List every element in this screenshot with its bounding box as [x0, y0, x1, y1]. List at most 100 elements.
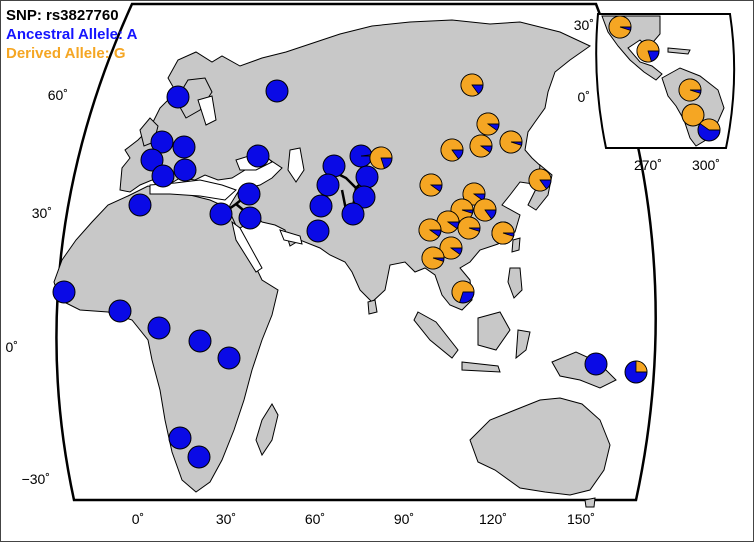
- pop-congo-east-pie-base: [188, 329, 212, 353]
- pop-mexico-pie: [608, 15, 632, 39]
- pop-congo-east-pie: [188, 329, 212, 353]
- pop-kenya-pie: [217, 346, 241, 370]
- pop-china-1-pie: [462, 182, 486, 206]
- pop-caucasus-pie-base: [246, 144, 270, 168]
- land-sulawesi: [515, 329, 531, 360]
- pop-britain-pie-base: [150, 130, 174, 154]
- land-sumatra: [413, 311, 459, 359]
- pop-morocco-pie-base: [128, 193, 152, 217]
- pop-central-america-pie: [636, 39, 660, 63]
- pop-cameroon-pie: [147, 316, 171, 340]
- land-madagascar: [255, 403, 279, 457]
- pop-west-europe-pie: [140, 148, 164, 172]
- pop-central-asia-2-pie: [349, 144, 373, 168]
- pop-pakistan-4-pie-base: [341, 202, 365, 226]
- pop-pakistan-1-pie: [316, 173, 340, 197]
- tick-x-120: 120˚: [479, 511, 507, 527]
- pop-britain-pie: [150, 130, 174, 154]
- land-new-guinea: [551, 351, 617, 389]
- pop-south-china-pie: [421, 246, 445, 270]
- pop-pakistan-2-pie-base: [309, 194, 333, 218]
- pop-levant-1-pie: [237, 182, 261, 206]
- pop-levant-3-pie: [209, 202, 233, 226]
- tick-x-0: 0˚: [132, 511, 144, 527]
- baltic-sea: [197, 95, 217, 126]
- pop-south-africa-pie-base: [187, 445, 211, 469]
- legend-derived: Derived Allele: G: [6, 45, 126, 62]
- tick-y-60: 60˚: [48, 87, 68, 103]
- pop-namibia-pie-base: [168, 426, 192, 450]
- inset-tick-y-0: 0˚: [578, 89, 590, 105]
- main-map: 0˚ 30˚ 60˚ 90˚ 120˚ 150˚ 60˚ 30˚ 0˚ −30˚: [6, 2, 657, 527]
- legend-ancestral: Ancestral Allele: A: [6, 26, 138, 43]
- red-sea: [231, 220, 263, 273]
- pop-west-europe-pie-base: [140, 148, 164, 172]
- tick-x-150: 150˚: [567, 511, 595, 527]
- pop-altai-pie: [369, 146, 393, 170]
- pop-south-africa-pie: [187, 445, 211, 469]
- land-philippines: [507, 267, 523, 299]
- pop-cameroon-pie-base: [147, 316, 171, 340]
- pop-china-7-pie: [418, 218, 442, 242]
- pop-mongolia-pie: [469, 134, 493, 158]
- caspian-sea: [287, 147, 305, 183]
- pop-caucasus-pie: [246, 144, 270, 168]
- pop-central-europe-1-pie: [172, 135, 196, 159]
- pop-north-china-pie: [419, 173, 443, 197]
- pop-pakistan-4-pie: [341, 202, 365, 226]
- pop-pakistan-2-pie: [309, 194, 333, 218]
- population-pies: [52, 15, 721, 469]
- pop-levant-1-pie-base: [237, 182, 261, 206]
- pop-cambodia-pie: [451, 280, 475, 304]
- land-java: [461, 361, 501, 373]
- pop-china-3-pie: [436, 210, 460, 234]
- pop-scandinavia-pie: [166, 85, 190, 109]
- legend-snp: SNP: rs3827760: [6, 7, 119, 24]
- pop-senegal-pie: [52, 280, 76, 304]
- x-ticks: 0˚ 30˚ 60˚ 90˚ 120˚ 150˚: [132, 511, 595, 527]
- pop-senegal-pie-base: [52, 280, 76, 304]
- pop-manchuria-pie: [499, 130, 523, 154]
- pop-kenya-pie-base: [217, 346, 241, 370]
- y-ticks: 60˚ 30˚ 0˚ −30˚: [6, 87, 68, 487]
- land-taiwan: [511, 237, 521, 253]
- mediterranean: [149, 179, 237, 201]
- pop-new-guinea-pie-base: [584, 352, 608, 376]
- pop-central-europe-2-pie-base: [173, 158, 197, 182]
- pop-central-asia-4-pie-base: [352, 185, 376, 209]
- pop-russia-north-pie-base: [265, 79, 289, 103]
- pop-central-asia-3-pie: [355, 165, 379, 189]
- pop-japan-pie: [528, 168, 552, 192]
- pop-china-4-pie: [473, 198, 497, 222]
- pop-central-asia-3-pie-base: [355, 165, 379, 189]
- land-borneo: [477, 311, 511, 351]
- pop-pakistan-3-pie-base: [306, 219, 330, 243]
- persian-gulf: [279, 229, 303, 245]
- pop-peru-pie-base: [681, 103, 705, 127]
- pop-new-guinea-pie: [584, 352, 608, 376]
- pop-peru-pie: [681, 103, 705, 127]
- pop-brazil-derived-slice: [699, 118, 721, 131]
- land-cuba: [667, 47, 691, 55]
- pop-brazil-pie: [697, 118, 721, 142]
- pop-italy-pie: [151, 164, 175, 188]
- inset-tick-x-300: 300˚: [692, 157, 720, 173]
- pop-bougainville-pie: [624, 360, 648, 384]
- pop-nigeria-pie-base: [108, 299, 132, 323]
- inset-y-ticks: 30˚ 0˚: [574, 17, 594, 105]
- pop-pakistan-3-pie: [306, 219, 330, 243]
- pop-levant-2-pie-base: [238, 206, 262, 230]
- pop-morocco-pie: [128, 193, 152, 217]
- tick-y-0: 0˚: [6, 339, 18, 355]
- pop-levant-3-pie-base: [209, 202, 233, 226]
- pop-russia-north-pie: [265, 79, 289, 103]
- pop-siberia-2-pie: [476, 112, 500, 136]
- tick-x-90: 90˚: [394, 511, 414, 527]
- pop-scandinavia-pie-base: [166, 85, 190, 109]
- inset-tick-x-270: 270˚: [634, 157, 662, 173]
- inset-tick-y-30: 30˚: [574, 17, 594, 33]
- legend: SNP: rs3827760 Ancestral Allele: A Deriv…: [6, 6, 137, 63]
- tick-x-60: 60˚: [305, 511, 325, 527]
- inset-x-ticks: 270˚ 300˚: [634, 157, 720, 173]
